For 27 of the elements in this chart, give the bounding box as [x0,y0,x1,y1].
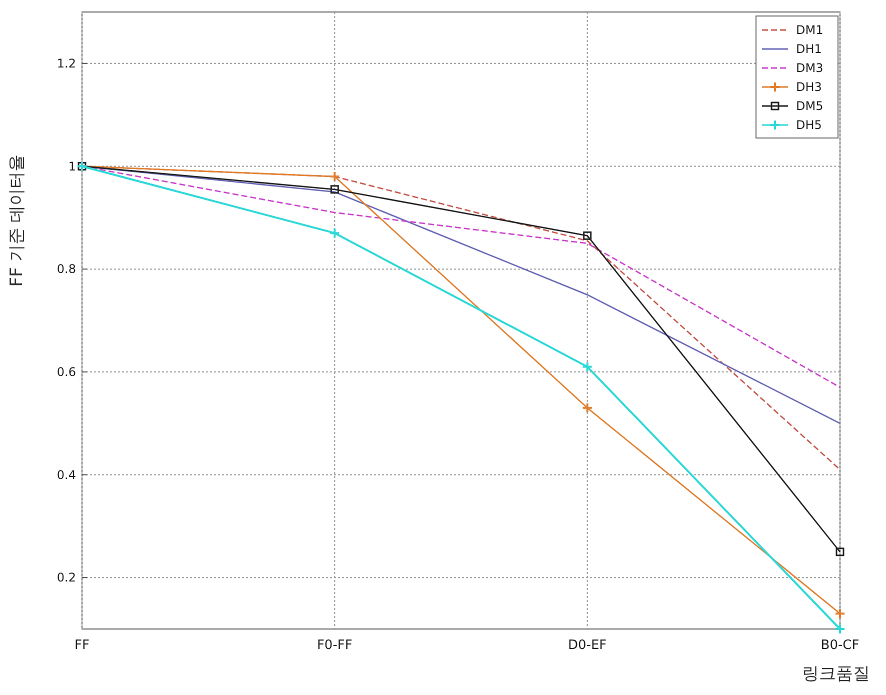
legend-label: DH5 [796,118,822,132]
legend-label: DH1 [796,42,822,56]
point [582,362,592,372]
legend-label: DM1 [796,23,824,37]
x-tick-label: B0-CF [820,638,860,653]
point [836,548,844,556]
y-tick-label: 0.4 [56,468,76,482]
x-axis-title: 링크품질 [802,664,870,684]
point [330,228,340,238]
legend-label: DH3 [796,80,822,94]
point [836,609,844,618]
point [330,185,339,194]
x-tick-label: D0-EF [568,638,607,653]
point [582,403,592,412]
y-tick-label: 0.8 [56,262,76,276]
y-tick-label: 0.6 [56,364,76,379]
y-tick-label: 0.2 [56,570,76,585]
y-axis-title: FF 기준 데이터율 [7,154,27,287]
legend-label: DM3 [796,61,824,75]
x-tick-label: FF [74,638,90,653]
point [583,231,592,240]
y-tick-label: 1 [68,159,76,174]
legend-label: DM5 [796,99,824,113]
x-tick-label: F0-FF [316,638,352,653]
y-tick-label: 1.2 [56,56,76,70]
point [330,172,340,182]
point [836,624,844,634]
